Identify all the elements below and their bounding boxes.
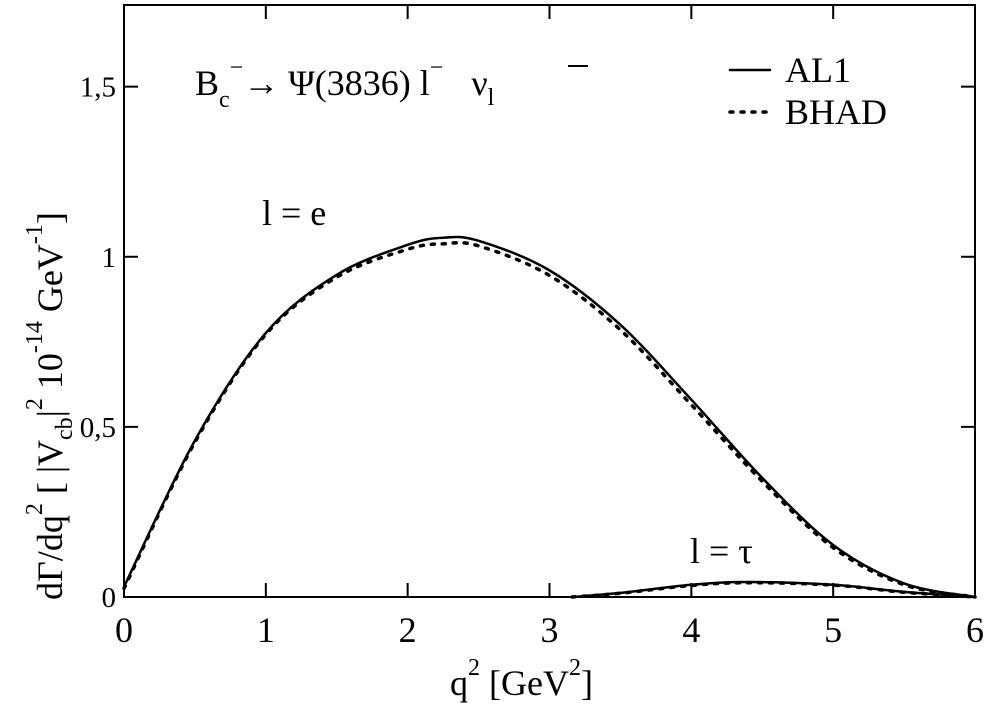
label-part: 10 — [30, 353, 70, 398]
curve — [122, 235, 977, 599]
label-part: [GeV — [480, 663, 569, 703]
label-part: GeV — [30, 244, 70, 321]
title-part: c — [219, 87, 230, 113]
x-tick-label: 3 — [541, 610, 559, 650]
x-tick-label: 5 — [824, 610, 842, 650]
title-part: B — [195, 63, 219, 103]
annotation: l = τ — [690, 531, 753, 571]
x-tick-label: 0 — [115, 610, 133, 650]
y-tick-label: 1 — [102, 242, 117, 274]
title-part: − — [430, 55, 444, 81]
label-part: ] — [30, 212, 70, 224]
label-part: 2 — [22, 503, 48, 515]
title-part: → Ψ(3836) l — [243, 63, 430, 103]
label-part: 2 — [468, 655, 480, 681]
x-axis-label: q2 [GeV2] — [450, 655, 593, 703]
label-part: cb — [52, 417, 78, 440]
x-tick-label: 4 — [682, 610, 700, 650]
title-part: l — [488, 85, 495, 111]
label-part: -1 — [22, 224, 48, 244]
title-part: − — [230, 55, 244, 81]
legend-label: BHAD — [785, 92, 887, 132]
annotation: l = e — [262, 193, 326, 233]
label-part: ] — [581, 663, 593, 703]
curve — [570, 580, 977, 599]
curve — [122, 240, 977, 599]
label-part: | — [30, 410, 70, 417]
x-tick-label: 6 — [966, 610, 984, 650]
label-part: q — [450, 663, 468, 703]
label-part: dΓ/dq — [30, 515, 70, 600]
chart-title: Bc−→ Ψ(3836) l− νl — [195, 55, 495, 113]
label-part: 2 — [569, 655, 581, 681]
x-tick-label: 2 — [399, 610, 417, 650]
label-part: 2 — [22, 398, 48, 410]
y-axis-label: dΓ/dq2 [ |Vcb|2 10-14 GeV-1] — [22, 212, 78, 600]
x-tick-label: 1 — [257, 610, 275, 650]
y-tick-label: 0,5 — [80, 412, 116, 444]
y-tick-label: 1,5 — [80, 72, 116, 104]
title-part: ν — [471, 63, 487, 103]
legend-label: AL1 — [785, 50, 851, 90]
label-part: -14 — [22, 321, 48, 353]
y-tick-label: 0 — [102, 582, 117, 614]
label-part: [ |V — [30, 440, 70, 503]
